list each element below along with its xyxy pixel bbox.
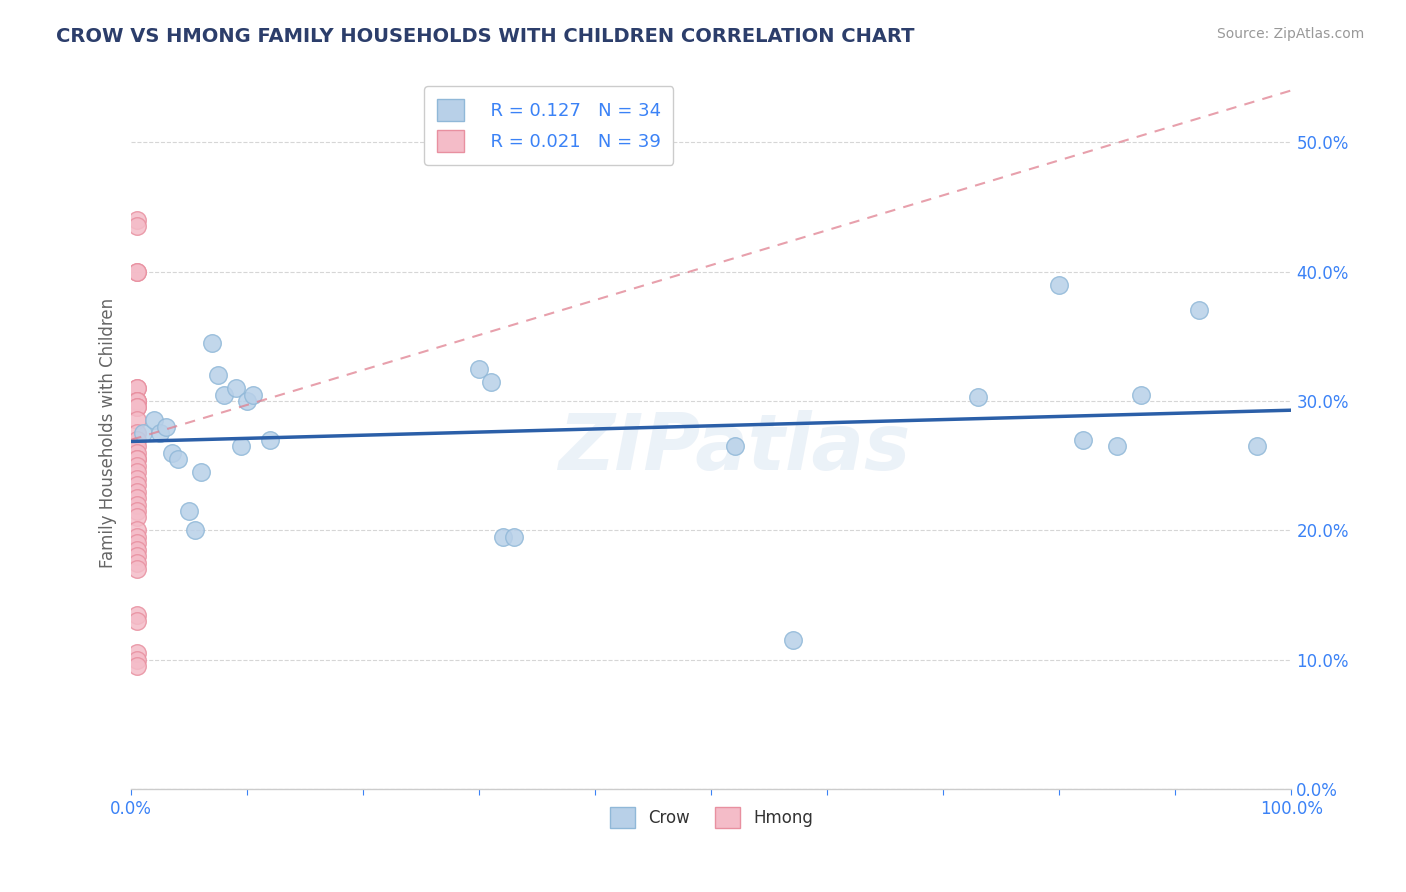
Point	[125, 530, 148, 544]
Point	[125, 498, 148, 512]
Point	[125, 446, 148, 460]
Point	[125, 614, 148, 628]
Point	[125, 556, 148, 570]
Point	[201, 335, 224, 350]
Point	[125, 549, 148, 564]
Point	[236, 394, 259, 409]
Point	[1246, 439, 1268, 453]
Point	[125, 381, 148, 395]
Point	[212, 387, 235, 401]
Point	[125, 394, 148, 409]
Point	[125, 484, 148, 499]
Point	[125, 401, 148, 415]
Point	[782, 633, 804, 648]
Point	[1107, 439, 1129, 453]
Point	[125, 607, 148, 622]
Point	[125, 542, 148, 557]
Point	[125, 646, 148, 660]
Point	[1071, 433, 1094, 447]
Point	[160, 446, 183, 460]
Point	[125, 478, 148, 492]
Point	[125, 401, 148, 415]
Point	[225, 381, 247, 395]
Point	[125, 659, 148, 673]
Text: ZIPatlas: ZIPatlas	[558, 409, 911, 485]
Legend: Crow, Hmong: Crow, Hmong	[603, 801, 820, 834]
Point	[125, 381, 148, 395]
Point	[207, 368, 229, 383]
Point	[468, 361, 491, 376]
Text: Source: ZipAtlas.com: Source: ZipAtlas.com	[1216, 27, 1364, 41]
Point	[1047, 277, 1070, 292]
Point	[723, 439, 745, 453]
Point	[125, 264, 148, 278]
Point	[125, 465, 148, 479]
Point	[125, 472, 148, 486]
Point	[155, 420, 177, 434]
Point	[125, 452, 148, 467]
Point	[491, 530, 513, 544]
Point	[125, 524, 148, 538]
Y-axis label: Family Households with Children: Family Households with Children	[100, 298, 117, 568]
Point	[1129, 387, 1152, 401]
Point	[125, 504, 148, 518]
Point	[479, 375, 502, 389]
Point	[143, 413, 166, 427]
Point	[125, 458, 148, 473]
Point	[125, 536, 148, 550]
Point	[503, 530, 526, 544]
Point	[259, 433, 281, 447]
Point	[1188, 303, 1211, 318]
Point	[125, 212, 148, 227]
Point	[125, 413, 148, 427]
Point	[125, 426, 148, 441]
Point	[190, 465, 212, 479]
Point	[125, 394, 148, 409]
Point	[132, 426, 155, 441]
Point	[125, 439, 148, 453]
Point	[125, 510, 148, 524]
Point	[125, 562, 148, 576]
Point	[242, 387, 264, 401]
Point	[125, 433, 148, 447]
Point	[967, 390, 990, 404]
Point	[125, 264, 148, 278]
Point	[125, 452, 148, 467]
Text: CROW VS HMONG FAMILY HOUSEHOLDS WITH CHILDREN CORRELATION CHART: CROW VS HMONG FAMILY HOUSEHOLDS WITH CHI…	[56, 27, 915, 45]
Point	[125, 491, 148, 505]
Point	[231, 439, 253, 453]
Point	[125, 653, 148, 667]
Point	[149, 426, 172, 441]
Point	[179, 504, 201, 518]
Point	[184, 524, 207, 538]
Point	[166, 452, 188, 467]
Point	[125, 219, 148, 234]
Point	[125, 394, 148, 409]
